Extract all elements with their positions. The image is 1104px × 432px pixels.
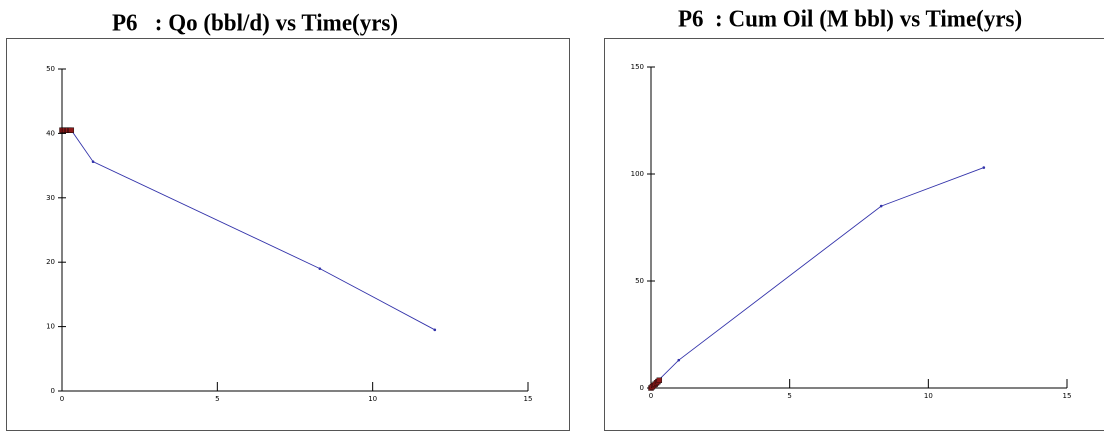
rate-x-tick-label: 10: [368, 395, 377, 403]
rate-y-tick-label: 30: [46, 194, 55, 202]
cum-x-tick-label: 0: [649, 392, 653, 400]
rate-y-tick-label: 40: [46, 129, 55, 137]
oil-rate-chart: 0 10 20 30 40 50 0 5 10 15: [46, 65, 533, 403]
rate-data-point: [433, 328, 437, 332]
rate-x-tick-label: 15: [524, 395, 533, 403]
cum-early-marker: [656, 377, 663, 383]
rate-x-tick-label: 0: [60, 395, 64, 403]
rate-data-point: [91, 160, 95, 164]
left-chart-title: P6 : Qo (bbl/d) vs Time(yrs): [112, 9, 399, 36]
cum-oil-chart-panel: 0 50 100 150 0 5 10 15: [604, 38, 1104, 431]
rate-y-tick-label: 10: [46, 323, 55, 331]
cum-y-tick-label: 0: [640, 384, 644, 392]
rate-y-tick-label: 50: [46, 65, 55, 73]
rate-early-marker: [68, 127, 75, 133]
right-chart-title: P6 : Cum Oil (M bbl) vs Time(yrs): [678, 5, 1023, 32]
rate-data-point: [318, 267, 322, 270]
oil-rate-chart-panel: 0 10 20 30 40 50 0 5 10 15: [6, 38, 570, 431]
rate-y-tick-label: 0: [51, 387, 55, 395]
cum-y-tick-label: 50: [635, 277, 644, 285]
cum-y-tick-label: 100: [631, 170, 644, 178]
cum-x-tick-label: 15: [1063, 392, 1072, 400]
cum-y-tick-label: 150: [631, 63, 644, 71]
rate-y-tick-label: 20: [46, 258, 55, 266]
cum-data-point: [677, 358, 681, 362]
cum-x-tick-label: 5: [787, 392, 791, 400]
cum-oil-chart: 0 50 100 150 0 5 10 15: [631, 63, 1072, 400]
cum-data-point: [879, 204, 883, 208]
cum-series-line: [650, 167, 984, 389]
rate-series-line: [62, 129, 436, 331]
cum-x-tick-label: 10: [924, 392, 933, 400]
rate-x-tick-label: 5: [215, 395, 219, 403]
cum-data-point: [982, 166, 986, 169]
